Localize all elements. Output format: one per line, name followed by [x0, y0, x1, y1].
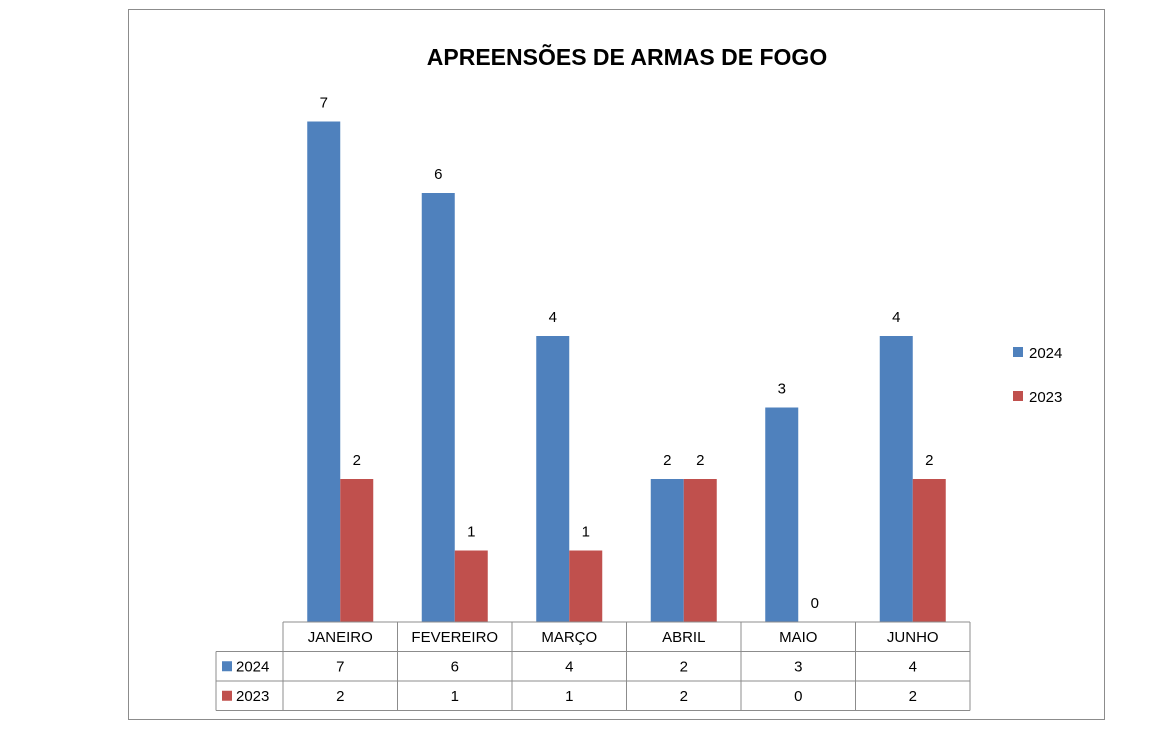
data-label-2023-março: 1 [582, 524, 590, 541]
table-key-swatch-2023 [222, 690, 232, 701]
bar-2024-maio [765, 407, 799, 622]
table-cell-2023-janeiro: 2 [336, 688, 344, 705]
table-cell-2024-março: 4 [565, 658, 573, 675]
bar-2023-fevereiro [454, 550, 488, 622]
table-cell-2024-janeiro: 7 [336, 658, 344, 675]
table-header-janeiro: JANEIRO [308, 629, 373, 646]
data-label-2024-fevereiro: 6 [434, 166, 442, 183]
bar-2023-junho [912, 479, 946, 622]
table-header-abril: ABRIL [662, 629, 705, 646]
data-label-2024-junho: 4 [892, 309, 900, 326]
data-label-2024-janeiro: 7 [320, 95, 328, 112]
bar-2023-abril [683, 479, 717, 622]
data-label-2023-maio: 0 [811, 595, 819, 612]
legend-label-2023: 2023 [1029, 389, 1062, 406]
table-cell-2023-março: 1 [565, 688, 573, 705]
legend-label-2024: 2024 [1029, 345, 1062, 362]
table-cell-2024-abril: 2 [680, 658, 688, 675]
data-label-2024-maio: 3 [778, 381, 786, 398]
bars-group [307, 121, 946, 622]
bar-2023-janeiro [340, 479, 374, 622]
table-cell-2023-junho: 2 [909, 688, 917, 705]
table-cell-2024-fevereiro: 6 [451, 658, 459, 675]
table-header-junho: JUNHO [887, 629, 939, 646]
table-key-swatch-2024 [222, 661, 232, 672]
chart-title: APREENSÕES DE ARMAS DE FOGO [427, 43, 827, 70]
table-cell-2024-junho: 4 [909, 658, 917, 675]
legend-swatch-2024 [1013, 347, 1023, 357]
data-label-2023-junho: 2 [925, 452, 933, 469]
data-label-2024-abril: 2 [663, 452, 671, 469]
bar-2024-fevereiro [421, 193, 455, 622]
data-label-2023-janeiro: 2 [353, 452, 361, 469]
data-label-2023-fevereiro: 1 [467, 524, 475, 541]
bar-2023-março [569, 550, 603, 622]
table-header-março: MARÇO [541, 629, 597, 646]
table-cell-2023-maio: 0 [794, 688, 802, 705]
table-cell-2023-abril: 2 [680, 688, 688, 705]
bar-2024-março [536, 336, 570, 622]
table-row-label-2024: 2024 [236, 658, 269, 675]
data-labels-group: 7 2 6 1 4 1 2 2 3 0 4 2 [320, 95, 934, 613]
table-cell-2023-fevereiro: 1 [451, 688, 459, 705]
data-label-2023-abril: 2 [696, 452, 704, 469]
table-cell-2024-maio: 3 [794, 658, 802, 675]
table-header-fevereiro: FEVEREIRO [411, 629, 498, 646]
bar-2024-abril [650, 479, 684, 622]
bar-2024-junho [879, 336, 913, 622]
legend-swatch-2023 [1013, 391, 1023, 401]
data-label-2024-março: 4 [549, 309, 557, 326]
legend: 2024 2023 [1013, 345, 1062, 406]
bar-2024-janeiro [307, 121, 341, 622]
table-row-label-2023: 2023 [236, 688, 269, 705]
table-header-maio: MAIO [779, 629, 817, 646]
